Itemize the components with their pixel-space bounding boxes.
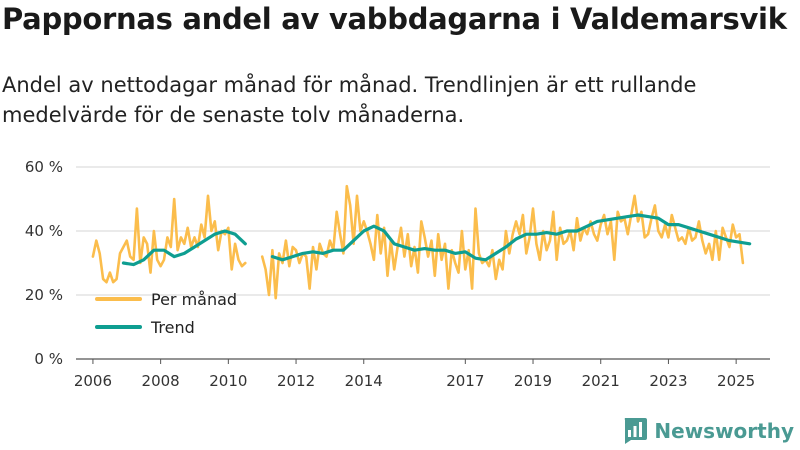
x-tick-label: 2014 [345, 372, 383, 390]
chart-title: Pappornas andel av vabbdagarna i Valdema… [2, 2, 787, 36]
brand-name: Newsworthy [654, 419, 794, 443]
y-tick-label: 20 % [25, 286, 63, 304]
x-tick-label: 2008 [142, 372, 180, 390]
x-tick-label: 2012 [277, 372, 315, 390]
legend-label-per-manad: Per månad [151, 290, 237, 309]
bar-chart-logo-icon [625, 418, 648, 444]
legend: Per månad Trend [95, 290, 237, 337]
series-line-trend [270, 213, 752, 262]
series-line-per-manad [260, 184, 745, 300]
x-tick-label: 2019 [514, 372, 552, 390]
x-tick-label: 2006 [74, 372, 112, 390]
legend-label-trend: Trend [150, 318, 195, 337]
y-tick-label: 0 % [34, 350, 63, 368]
brand-logo: Newsworthy [623, 418, 794, 444]
y-tick-label: 40 % [25, 222, 63, 240]
series-layer [91, 184, 752, 300]
series-line-trend [121, 229, 247, 267]
x-tick-label: 2023 [649, 372, 687, 390]
x-tick-label: 2021 [582, 372, 620, 390]
x-tick-label: 2017 [446, 372, 484, 390]
series-line-per-manad [91, 194, 247, 284]
chart-subtitle: Andel av nettodagar månad för månad. Tre… [2, 73, 697, 127]
x-tick-label: 2010 [209, 372, 247, 390]
x-tick-label: 2025 [717, 372, 755, 390]
y-axis: 0 % 20 % 40 % 60 % [25, 158, 63, 368]
y-tick-label: 60 % [25, 158, 63, 176]
x-axis: 2006 2008 2010 2012 2014 2017 2019 2021 2023 2025 [74, 359, 755, 390]
